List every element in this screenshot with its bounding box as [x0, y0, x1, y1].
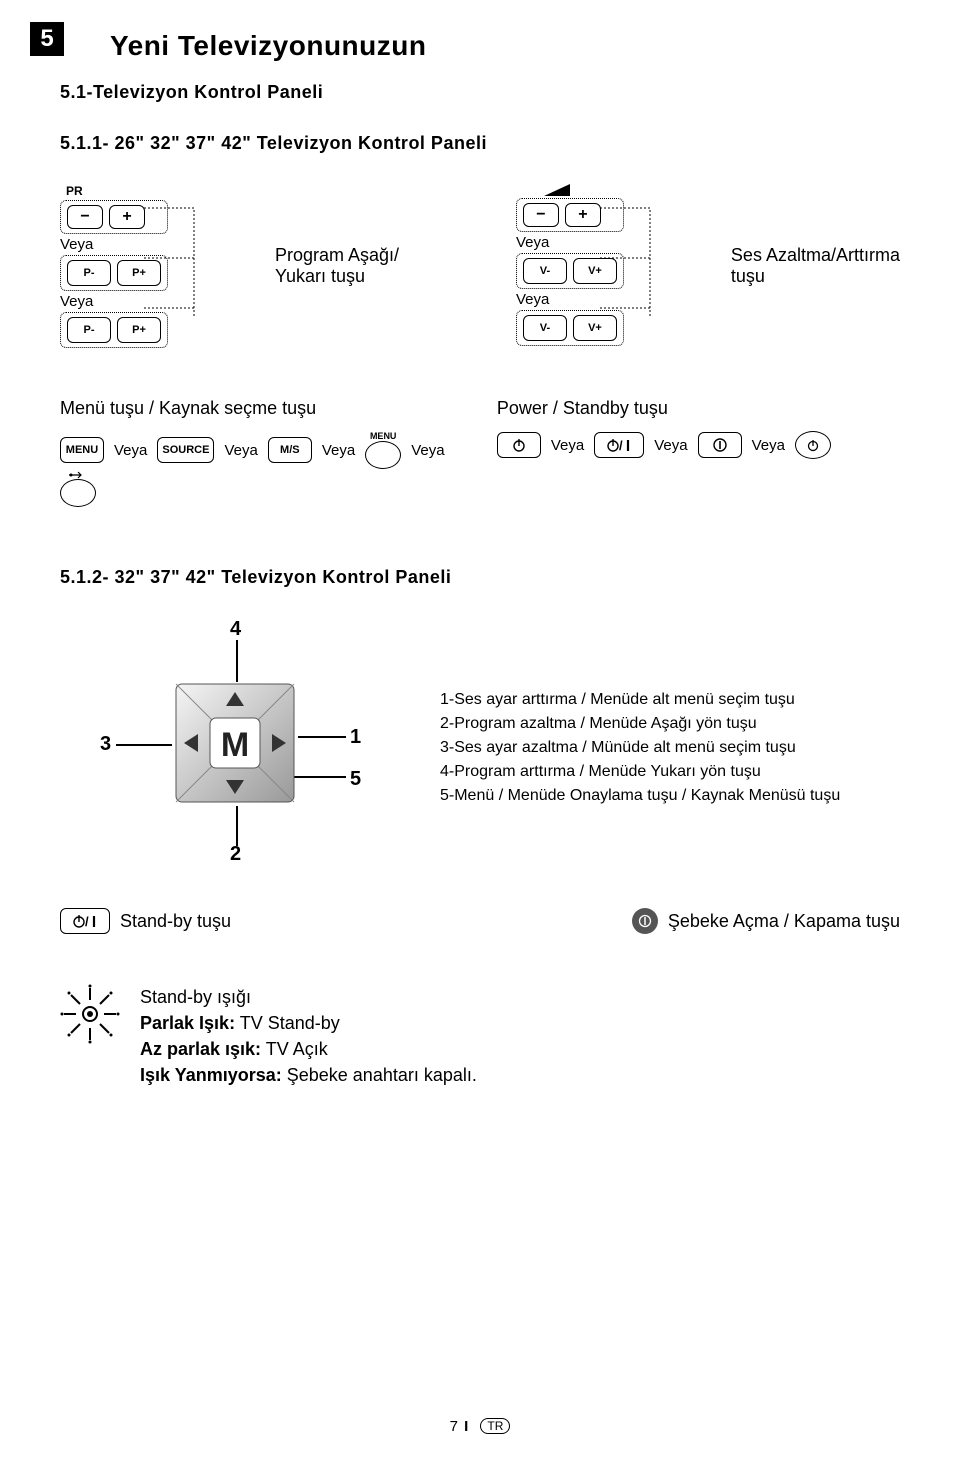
led-line-4b: Şebeke anahtarı kapalı.	[282, 1065, 477, 1085]
source-key: SOURCE	[157, 437, 214, 463]
heading-5-1: 5.1-Televizyon Kontrol Paneli	[60, 82, 900, 103]
veya-text: Veya	[516, 291, 549, 308]
joystick-diagram: 4 3 1 5 2	[100, 618, 440, 868]
v-minus-key: V-	[523, 315, 567, 341]
standby-key: /	[60, 908, 110, 934]
joy-legend-2: 2-Program azaltma / Menüde Aşağı yön tuş…	[440, 712, 840, 736]
svg-text:/: /	[619, 438, 623, 453]
p-minus-key: P-	[67, 317, 111, 343]
circle-i-icon	[638, 914, 652, 928]
plus-key: +	[565, 203, 601, 227]
power-bar-icon: /	[606, 437, 632, 453]
svg-text:/: /	[85, 914, 89, 929]
menu-key: MENU	[60, 437, 104, 463]
svg-text:M: M	[221, 726, 249, 764]
power-keys-line: Veya / Veya Veya	[497, 431, 900, 459]
standby-label: Stand-by tuşu	[120, 911, 231, 932]
minus-key: −	[67, 205, 103, 229]
power-key-1	[497, 432, 541, 458]
circle-i-icon	[712, 437, 728, 453]
joy-num-5: 5	[350, 768, 361, 791]
led-line-4a: Işık Yanmıyorsa:	[140, 1065, 282, 1085]
joystick-row: 4 3 1 5 2	[60, 618, 900, 868]
veya-text: Veya	[516, 234, 549, 251]
volume-triangle-icon	[544, 184, 574, 198]
joy-num-1: 1	[350, 726, 361, 749]
joy-legend-4: 4-Program arttırma / Menüde Yukarı yön t…	[440, 760, 840, 784]
section-number-badge: 5	[30, 22, 64, 56]
lang-badge: TR	[480, 1418, 510, 1434]
veya-text: Veya	[60, 236, 93, 253]
mains-key	[632, 908, 658, 934]
program-volume-row: PR − + Veya P- P+ Veya P- P+ Program Aşa…	[60, 184, 900, 348]
page: 5 Yeni Televizyonunuzun 5.1-Televizyon K…	[0, 0, 960, 1475]
standby-item: / Stand-by tuşu	[60, 908, 231, 934]
program-label-line1: Program Aşağı/	[275, 245, 399, 266]
joy-num-2: 2	[230, 843, 241, 866]
power-icon	[511, 437, 527, 453]
veya-text: Veya	[752, 437, 785, 454]
mains-label: Şebeke Açma / Kapama tuşu	[668, 911, 900, 932]
volume-keys-column: − + Veya V- V+ Veya V- V+	[516, 184, 624, 348]
ms-key: M/S	[268, 437, 312, 463]
veya-text: Veya	[60, 293, 93, 310]
volume-label-line2: tuşu	[731, 266, 900, 287]
pr-label: PR	[66, 184, 168, 198]
arrow-icon	[69, 470, 87, 480]
led-line-3b: TV Açık	[261, 1039, 328, 1059]
program-keys-column: PR − + Veya P- P+ Veya P- P+	[60, 184, 168, 348]
minus-key: −	[523, 203, 559, 227]
veya-text: Veya	[654, 437, 687, 454]
power-round-key	[795, 431, 831, 459]
heading-5-1-1: 5.1.1- 26" 32" 37" 42" Televizyon Kontro…	[60, 133, 900, 154]
veya-text: Veya	[114, 442, 147, 459]
power-bar-icon: /	[72, 913, 98, 929]
power-key-2: /	[594, 432, 644, 458]
led-line-2b: TV Stand-by	[235, 1013, 340, 1033]
led-info-text: Stand-by ışığı Parlak Işık: TV Stand-by …	[140, 984, 477, 1088]
volume-dotted-connector	[600, 198, 660, 328]
joy-legend-1: 1-Ses ayar arttırma / Menüde alt menü se…	[440, 688, 840, 712]
program-dotted-connector	[144, 198, 204, 328]
joy-num-4: 4	[230, 618, 241, 641]
p-minus-key: P-	[67, 260, 111, 286]
veya-text: Veya	[224, 442, 257, 459]
power-key-3	[698, 432, 742, 458]
program-label-column: Program Aşağı/ Yukarı tuşu	[275, 184, 399, 348]
power-icon	[806, 438, 820, 452]
page-number: 7	[450, 1418, 458, 1435]
led-line-3a: Az parlak ışık:	[140, 1039, 261, 1059]
joy-num-3: 3	[100, 733, 111, 756]
joy-legend-5: 5-Menü / Menüde Onaylama tuşu / Kaynak M…	[440, 784, 840, 808]
menu-section-label: Menü tuşu / Kaynak seçme tuşu	[60, 398, 480, 419]
menu-round-key	[365, 441, 401, 469]
blank-round-key	[60, 479, 96, 507]
standby-mains-row: / Stand-by tuşu Şebeke Açma / Kapama tuş…	[60, 908, 900, 934]
veya-text: Veya	[551, 437, 584, 454]
volume-label-line1: Ses Azaltma/Arttırma	[731, 245, 900, 266]
plus-key: +	[109, 205, 145, 229]
led-info-box: Stand-by ışığı Parlak Işık: TV Stand-by …	[60, 984, 900, 1088]
power-section-label: Power / Standby tuşu	[497, 398, 900, 419]
menu-keys-line: MENU Veya SOURCE Veya M/S Veya MENU Veya	[60, 431, 480, 507]
veya-text: Veya	[322, 442, 355, 459]
veya-text: Veya	[411, 442, 444, 459]
menu-power-row: Menü tuşu / Kaynak seçme tuşu MENU Veya …	[60, 398, 900, 507]
joystick-legend: 1-Ses ayar arttırma / Menüde alt menü se…	[440, 688, 840, 868]
volume-label-column: Ses Azaltma/Arttırma tuşu	[731, 184, 900, 348]
page-footer: 7 I TR	[0, 1418, 960, 1435]
joystick-icon: M	[170, 678, 300, 808]
menu-small-label: MENU	[370, 431, 397, 441]
heading-5-1-2: 5.1.2- 32" 37" 42" Televizyon Kontrol Pa…	[60, 567, 900, 588]
led-line-1: Stand-by ışığı	[140, 984, 477, 1010]
page-title: Yeni Televizyonunuzun	[110, 30, 900, 62]
power-column: Power / Standby tuşu Veya / Veya Veya	[497, 398, 900, 507]
joy-legend-3: 3-Ses ayar azaltma / Münüde alt menü seç…	[440, 736, 840, 760]
program-label-line2: Yukarı tuşu	[275, 266, 399, 287]
led-line-2a: Parlak Işık:	[140, 1013, 235, 1033]
v-minus-key: V-	[523, 258, 567, 284]
led-icon	[60, 984, 120, 1044]
menu-column: Menü tuşu / Kaynak seçme tuşu MENU Veya …	[60, 398, 480, 507]
mains-item: Şebeke Açma / Kapama tuşu	[632, 908, 900, 934]
